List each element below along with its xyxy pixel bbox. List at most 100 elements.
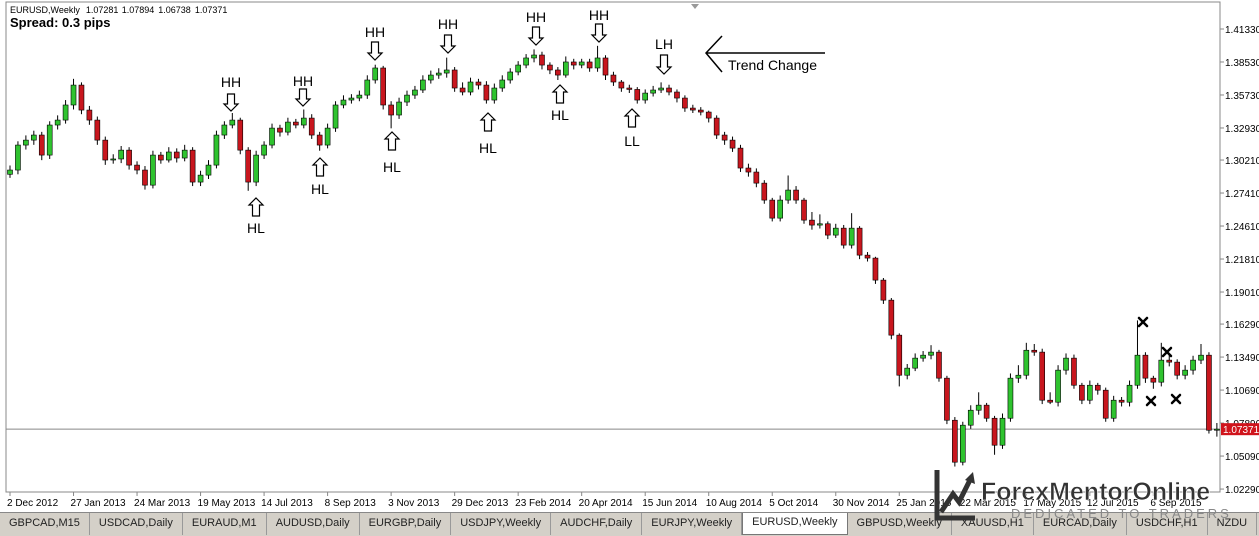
candle-body — [1031, 349, 1038, 353]
x-tick-label: 10 Aug 2014 — [706, 498, 763, 509]
candle-body — [650, 89, 656, 94]
candle-body — [705, 111, 712, 119]
candle-body — [459, 87, 466, 93]
candle-body — [1126, 384, 1133, 403]
candle-body — [1134, 354, 1141, 386]
arrow — [311, 157, 329, 177]
candle-body — [737, 147, 744, 169]
annotation: HL — [311, 181, 329, 197]
tab[interactable]: EURCAD,Daily — [1034, 513, 1127, 535]
candle-body — [277, 127, 283, 133]
arrow — [366, 41, 384, 61]
candle-body — [904, 367, 911, 376]
candle-body — [300, 117, 307, 126]
arrow — [655, 54, 673, 75]
candle-body — [229, 119, 236, 126]
x-mark — [1161, 346, 1173, 358]
annotation: HH — [293, 73, 313, 89]
arrow — [623, 108, 641, 128]
arrow — [479, 112, 497, 132]
tab[interactable]: USDCHF,H1 — [1127, 513, 1208, 535]
y-tick-label: 1.05090 — [1225, 452, 1259, 463]
candle-body — [285, 121, 291, 133]
tab[interactable]: USDCAD,Daily — [90, 513, 183, 535]
arrow — [527, 26, 545, 46]
candle-body — [102, 139, 109, 161]
chart: EURUSD,Weekly 1.07281 1.07894 1.06738 1.0737… — [5, 1, 1259, 509]
candle-body — [952, 419, 958, 463]
candle-body — [78, 84, 85, 111]
tab[interactable]: GBPUSD,Weekly — [848, 513, 952, 535]
candle-body — [761, 182, 768, 201]
tab[interactable]: AUDUSD,Daily — [267, 513, 360, 535]
x-tick-label: 24 Mar 2013 — [134, 498, 191, 509]
candle-body — [1007, 377, 1014, 419]
candle-body — [1110, 399, 1117, 419]
candle-body — [999, 417, 1006, 446]
candle-body — [86, 109, 93, 121]
x-tick-label: 23 Feb 2014 — [515, 498, 572, 509]
candle-body — [380, 67, 386, 106]
x-tick-label: 22 Mar 2015 — [960, 498, 1017, 509]
candle-body — [166, 151, 172, 161]
candle-body — [570, 61, 577, 66]
tab[interactable]: EURUSD,Weekly — [742, 513, 848, 535]
candle-body — [658, 87, 664, 91]
logo-arrow — [965, 472, 975, 484]
tab[interactable]: AUDCHF,Daily — [551, 513, 643, 535]
x-mark — [1170, 393, 1182, 405]
candle-body — [975, 404, 982, 411]
open: 1.07281 — [86, 5, 119, 15]
y-tick-label: 1.21810 — [1225, 255, 1259, 266]
candle-body — [356, 94, 363, 99]
annotation: HH — [526, 9, 546, 25]
y-tick-label: 1.16290 — [1225, 320, 1259, 331]
annotation: LL — [624, 133, 640, 149]
candle-body — [523, 57, 529, 66]
y-tick-label: 1.19010 — [1225, 288, 1259, 299]
candle-body — [404, 94, 410, 103]
candle-body — [832, 227, 839, 236]
high: 1.07894 — [122, 5, 155, 15]
tab[interactable]: USDJPY,Weekly — [451, 513, 552, 535]
candle-body — [888, 299, 895, 336]
arrow — [590, 23, 608, 43]
candle-body — [745, 167, 752, 173]
candle-body — [197, 174, 204, 183]
price-label-box — [1221, 423, 1259, 436]
candle-body — [1174, 361, 1180, 376]
y-tick-label: 1.41330 — [1225, 25, 1259, 36]
tab[interactable]: NZDU — [1208, 513, 1258, 535]
candle-body — [848, 227, 855, 246]
annotation: HL — [383, 159, 401, 175]
x-tick-label: 20 Apr 2014 — [579, 498, 633, 509]
candle-body — [435, 72, 442, 76]
tab[interactable]: EURJPY,Weekly — [642, 513, 743, 535]
x-tick-label: 5 Oct 2014 — [769, 498, 818, 509]
candle-body — [1102, 389, 1109, 419]
candle-body — [825, 223, 831, 236]
candle-body — [205, 164, 212, 176]
y-tick-label: 1.35730 — [1225, 91, 1259, 102]
candle-body — [483, 84, 490, 101]
candle-body — [499, 79, 506, 89]
tab[interactable]: GBPCAD,M15 — [0, 513, 90, 535]
candle-body — [1094, 384, 1101, 391]
candle-body — [817, 223, 823, 226]
tab[interactable]: EURAUD,M1 — [183, 513, 267, 535]
candle-body — [642, 92, 649, 101]
candle-body — [928, 351, 934, 356]
candle-body — [1023, 349, 1030, 376]
candle-body — [682, 97, 688, 109]
candle-body — [769, 199, 776, 219]
candle-body — [697, 109, 704, 113]
shift-marker — [691, 4, 699, 9]
candle-body — [753, 171, 760, 184]
candle-body — [372, 67, 379, 81]
tab[interactable]: EURGBP,Daily — [360, 513, 452, 535]
x-tick-label: 30 Nov 2014 — [833, 498, 890, 509]
y-tick-label: 1.27410 — [1225, 189, 1259, 200]
candle-body — [467, 81, 474, 93]
tab[interactable]: XAUUSD,H1 — [952, 513, 1034, 535]
